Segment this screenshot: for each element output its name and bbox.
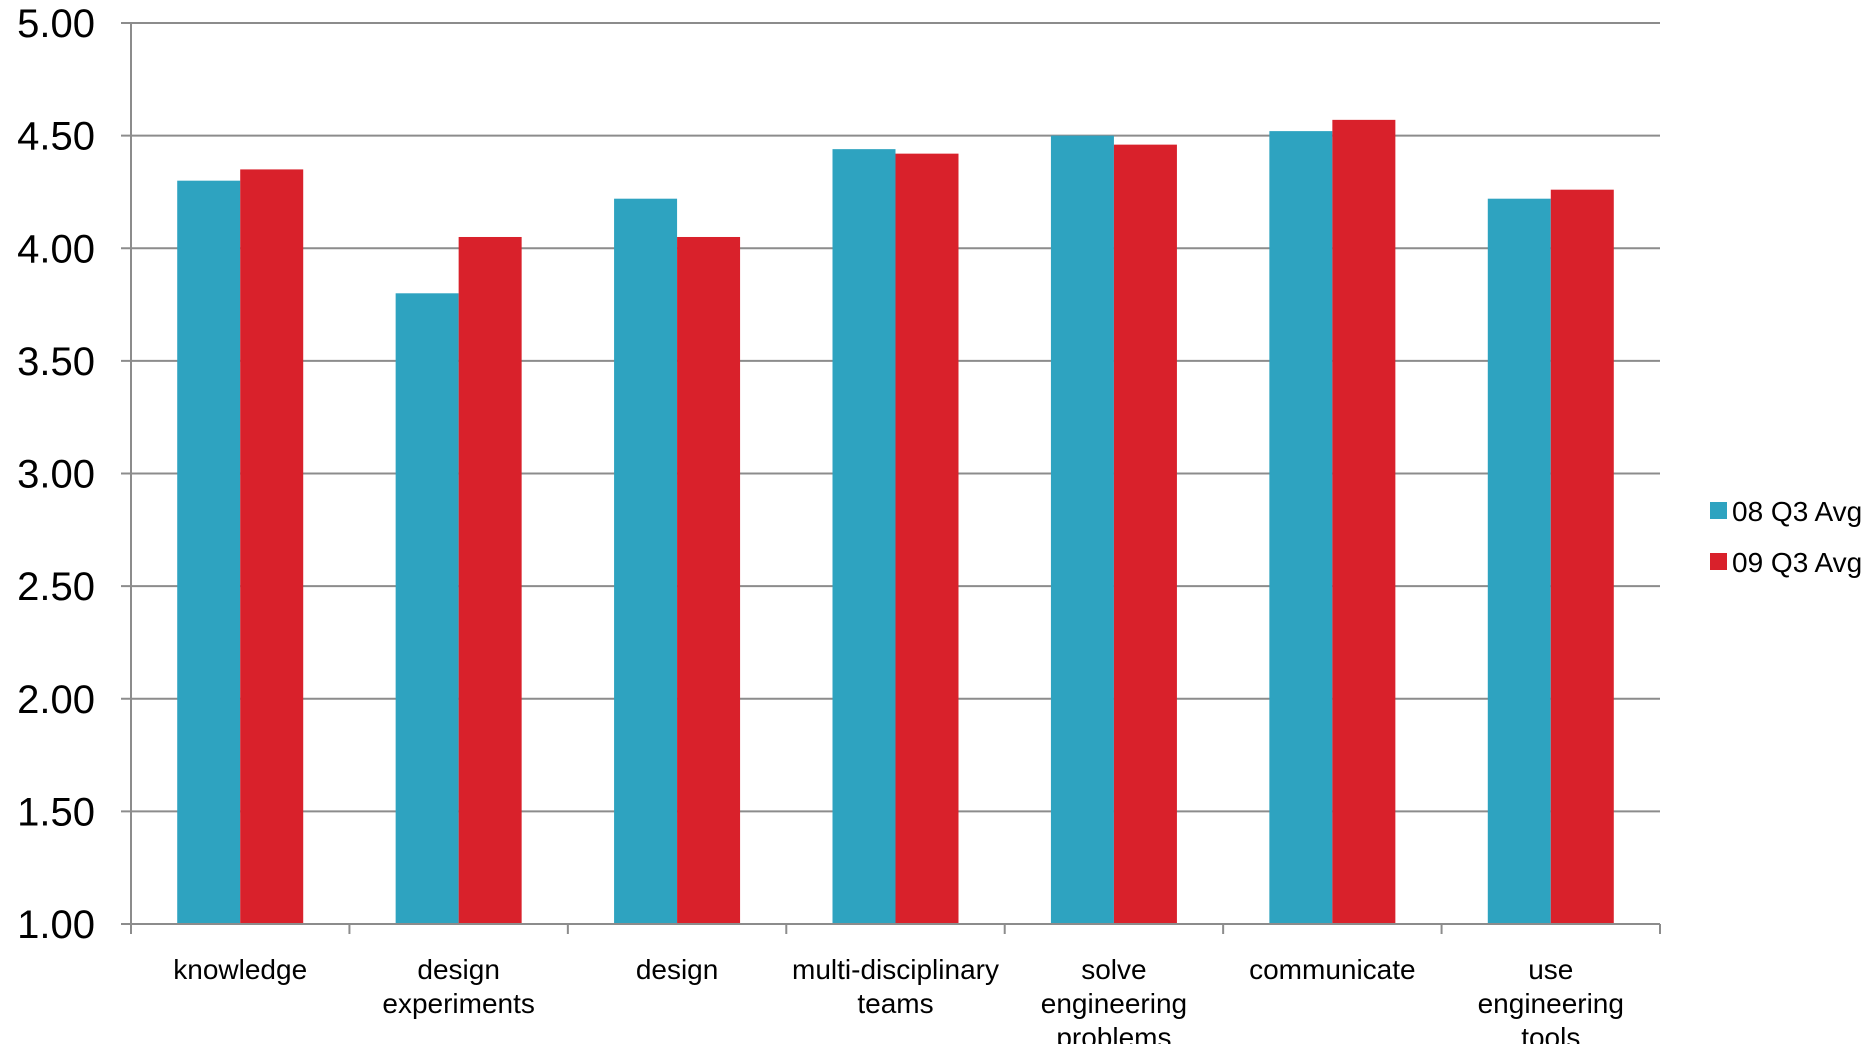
- axes: [121, 22, 1661, 934]
- legend-swatch: [1710, 553, 1727, 570]
- y-tick-label: 2.50: [17, 565, 95, 609]
- bar-08-q3-avg: [1487, 198, 1551, 924]
- y-tick-label: 3.00: [17, 453, 95, 497]
- x-tick-label: use engineering tools: [1478, 954, 1624, 1044]
- legend: 08 Q3 Avg 09 Q3 Avg: [1710, 496, 1862, 578]
- bar-09-q3-avg: [458, 236, 522, 925]
- x-tick-label: design: [636, 954, 719, 985]
- bar-09-q3-avg: [240, 169, 304, 925]
- y-tick-label: 2.00: [17, 678, 95, 722]
- bar-09-q3-avg: [677, 236, 741, 925]
- bars: [177, 119, 1614, 925]
- bar-08-q3-avg: [1050, 135, 1114, 924]
- x-tick-label: multi-disciplinary teams: [792, 954, 999, 1019]
- x-tick-label: design experiments: [382, 954, 535, 1019]
- x-tick-labels: knowledge design experiments design multi-di…: [173, 954, 1624, 1044]
- bar-08-q3-avg: [832, 149, 896, 924]
- y-tick-label: 1.00: [17, 903, 95, 947]
- bar-08-q3-avg: [614, 198, 678, 924]
- bar-08-q3-avg: [1269, 131, 1333, 924]
- bar-09-q3-avg: [895, 153, 959, 924]
- x-tick-label: communicate: [1249, 954, 1416, 985]
- bar-09-q3-avg: [1332, 119, 1396, 925]
- y-tick-label: 4.00: [17, 227, 95, 271]
- legend-label: 09 Q3 Avg: [1732, 547, 1862, 578]
- y-tick-label: 3.50: [17, 340, 95, 384]
- bar-08-q3-avg: [177, 180, 241, 925]
- bar-09-q3-avg: [1550, 189, 1614, 924]
- x-tick-label: knowledge: [173, 954, 307, 985]
- y-tick-label: 4.50: [17, 115, 95, 159]
- y-tick-label: 5.00: [17, 2, 95, 46]
- y-tick-labels: 1.00 1.50 2.00 2.50 3.00 3.50 4.00 4.50 5.00: [17, 2, 95, 947]
- legend-swatch: [1710, 502, 1727, 519]
- legend-label: 08 Q3 Avg: [1732, 496, 1862, 527]
- bar-09-q3-avg: [1113, 144, 1177, 924]
- y-tick-label: 1.50: [17, 790, 95, 834]
- bar-08-q3-avg: [395, 293, 459, 924]
- x-tick-label: solve engineering problems: [1041, 954, 1187, 1044]
